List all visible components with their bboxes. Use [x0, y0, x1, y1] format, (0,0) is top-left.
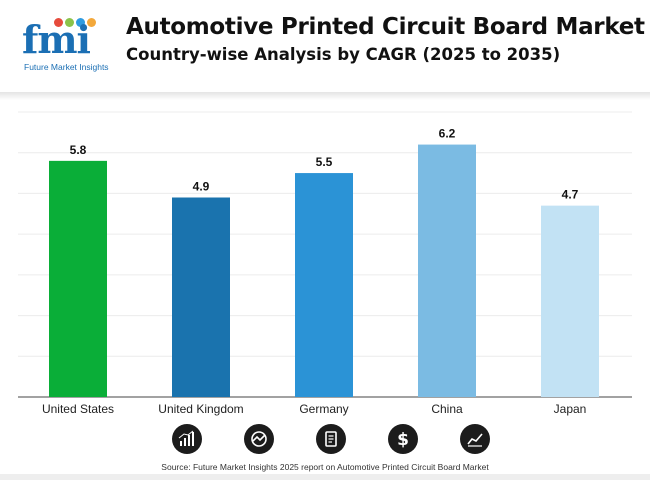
data-label: 4.9: [193, 180, 210, 194]
bar-germany: [295, 173, 353, 397]
trend-chart-icon: [460, 424, 490, 454]
bar-japan: [541, 205, 599, 397]
bar-united-states: [49, 160, 107, 397]
bar-united-kingdom: [172, 197, 230, 397]
logo-dot: [87, 18, 96, 27]
logo-tagline: Future Market Insights: [24, 62, 109, 72]
x-tick-label: United Kingdom: [158, 402, 243, 416]
x-tick-label: Japan: [554, 402, 587, 416]
logo-wordmark: fmi: [22, 17, 91, 62]
chart-title: Automotive Printed Circuit Board Market: [126, 14, 645, 40]
footer-icons: $: [0, 424, 650, 460]
header: fmi Future Market Insights Automotive Pr…: [0, 0, 650, 92]
fmi-logo: fmi Future Market Insights: [22, 14, 118, 76]
document-icon: [316, 424, 346, 454]
data-label: 5.8: [70, 143, 87, 157]
chart-subtitle: Country-wise Analysis by CAGR (2025 to 2…: [126, 45, 561, 64]
svg-text:$: $: [397, 430, 409, 449]
bar-chart-icon: [172, 424, 202, 454]
x-tick-label: Germany: [299, 402, 348, 416]
x-tick-label: China: [431, 402, 463, 416]
data-label: 4.7: [562, 188, 579, 202]
data-label: 5.5: [316, 155, 333, 169]
source-note: Source: Future Market Insights 2025 repo…: [161, 462, 489, 472]
bar-china: [418, 144, 476, 397]
bar-chart: 5.8 United States 4.9 United Kingdom 5.5 Germ…: [0, 100, 650, 420]
logo-dot: [54, 18, 63, 27]
dollar-icon: $: [388, 424, 418, 454]
bar-chart-svg: 5.8 United States 4.9 United Kingdom 5.5 Germ…: [18, 111, 632, 416]
bottom-band: [0, 474, 650, 480]
logo-dot: [65, 18, 74, 27]
data-label: 6.2: [439, 127, 456, 141]
logo-dot: [76, 18, 85, 27]
target-icon: [244, 424, 274, 454]
header-shadow: [0, 92, 650, 100]
x-tick-label: United States: [42, 402, 114, 416]
logo-dots: [54, 14, 98, 27]
